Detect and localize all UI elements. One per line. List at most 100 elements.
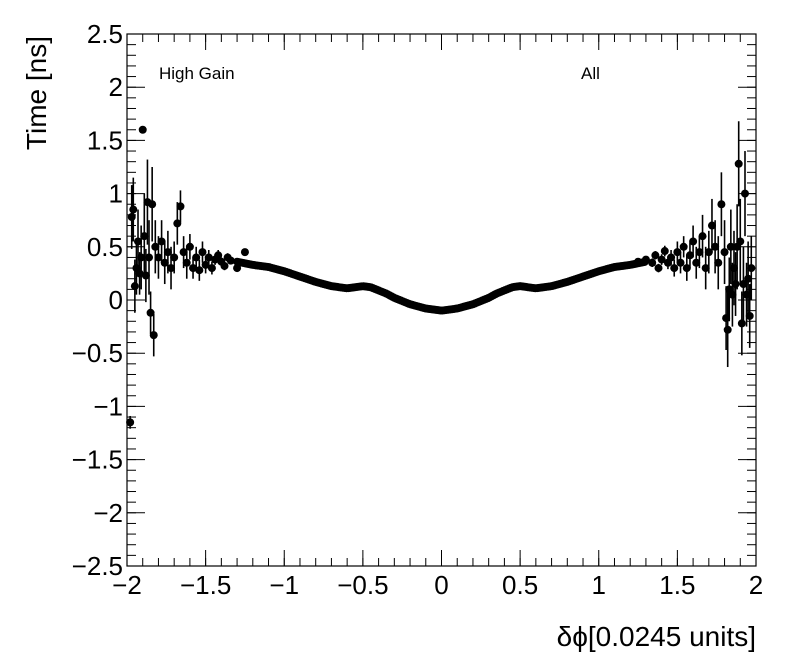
y-tick-label: −1 bbox=[93, 391, 123, 421]
data-point bbox=[731, 280, 740, 289]
data-point bbox=[689, 237, 698, 246]
data-point bbox=[167, 264, 176, 273]
y-tick-label: 1 bbox=[109, 179, 123, 209]
data-point bbox=[240, 248, 249, 257]
data-point bbox=[179, 248, 188, 257]
x-tick-label: −0.5 bbox=[337, 570, 388, 600]
data-point bbox=[651, 251, 660, 260]
data-point bbox=[711, 242, 720, 251]
data-point bbox=[173, 219, 182, 228]
data-point bbox=[648, 258, 657, 267]
data-point bbox=[634, 257, 643, 266]
data-point bbox=[141, 271, 150, 280]
data-point bbox=[149, 331, 158, 340]
x-tick-label: 0 bbox=[434, 570, 448, 600]
data-point bbox=[204, 253, 213, 262]
data-point bbox=[701, 264, 710, 273]
data-point bbox=[682, 264, 691, 273]
data-point bbox=[233, 264, 242, 273]
data-point bbox=[667, 253, 676, 262]
data-point bbox=[726, 242, 735, 251]
data-point bbox=[226, 256, 235, 265]
data-point bbox=[654, 264, 663, 273]
data-point bbox=[704, 248, 713, 257]
plot-frame bbox=[126, 33, 757, 567]
x-tick-label: 0.5 bbox=[502, 570, 538, 600]
data-point bbox=[740, 189, 749, 198]
y-tick-label: 0.5 bbox=[87, 232, 123, 262]
y-tick-label: −0.5 bbox=[72, 338, 123, 368]
data-point bbox=[673, 248, 682, 257]
data-point bbox=[170, 253, 179, 262]
data-point bbox=[744, 274, 753, 283]
data-point bbox=[192, 253, 201, 262]
data-point bbox=[745, 311, 754, 320]
data-point bbox=[151, 242, 160, 251]
x-tick-label: 1 bbox=[592, 570, 606, 600]
x-tick-label: 1.5 bbox=[659, 570, 695, 600]
x-tick-label: −2 bbox=[112, 570, 142, 600]
y-tick-label: 1.5 bbox=[87, 125, 123, 155]
y-tick-label: 0 bbox=[109, 285, 123, 315]
data-point bbox=[739, 280, 748, 289]
data-point bbox=[214, 251, 223, 260]
data-point bbox=[641, 255, 650, 264]
y-tick-label: −2 bbox=[93, 498, 123, 528]
data-markers bbox=[126, 121, 756, 429]
data-point bbox=[130, 282, 139, 291]
axis-ticks bbox=[126, 33, 757, 567]
data-point bbox=[736, 237, 745, 246]
y-tick-label: 2.5 bbox=[87, 19, 123, 49]
y-tick-label: 2 bbox=[109, 72, 123, 102]
data-point bbox=[660, 247, 669, 256]
data-point bbox=[145, 253, 154, 262]
data-point bbox=[146, 308, 155, 317]
data-point bbox=[138, 125, 147, 134]
y-axis-title: Time [ns] bbox=[21, 36, 52, 150]
data-point bbox=[157, 237, 166, 246]
data-point bbox=[734, 159, 743, 168]
data-point bbox=[140, 232, 149, 241]
annotation-all: All bbox=[581, 64, 600, 83]
data-point bbox=[707, 221, 716, 230]
data-point bbox=[148, 200, 157, 209]
data-point bbox=[670, 264, 679, 273]
data-point bbox=[737, 319, 746, 328]
data-point bbox=[220, 261, 229, 270]
data-point bbox=[695, 248, 704, 257]
data-point bbox=[182, 258, 191, 267]
data-point bbox=[160, 258, 169, 267]
data-point bbox=[720, 248, 729, 257]
x-tick-label: −1.5 bbox=[180, 570, 231, 600]
y-tick-label: −2.5 bbox=[72, 551, 123, 581]
data-point bbox=[126, 418, 135, 427]
data-point bbox=[137, 253, 146, 262]
data-point bbox=[679, 242, 688, 251]
data-point bbox=[154, 253, 163, 262]
data-point bbox=[127, 213, 136, 222]
data-point bbox=[185, 242, 194, 251]
data-point bbox=[129, 205, 138, 214]
data-point bbox=[195, 266, 204, 275]
x-tick-label: −1 bbox=[269, 570, 299, 600]
data-point bbox=[207, 264, 216, 273]
data-point bbox=[657, 255, 666, 264]
y-tick-label: −1.5 bbox=[72, 445, 123, 475]
data-point bbox=[692, 258, 701, 267]
data-point bbox=[685, 251, 694, 260]
data-point bbox=[189, 264, 198, 273]
data-point bbox=[723, 325, 732, 334]
data-point bbox=[201, 260, 210, 269]
data-point bbox=[747, 264, 756, 273]
x-axis-title: δϕ[0.0245 units] bbox=[557, 621, 756, 652]
data-point bbox=[698, 232, 707, 241]
data-point bbox=[714, 258, 723, 267]
data-point bbox=[134, 237, 143, 246]
y-tick-labels: −2.5 −2 −1.5 −1 −0.5 0 0.5 1 1.5 2 2.5 bbox=[72, 19, 123, 581]
data-point bbox=[176, 202, 185, 211]
data-point bbox=[717, 200, 726, 209]
data-point bbox=[163, 248, 172, 257]
annotation-high-gain: High Gain bbox=[159, 64, 235, 83]
data-point bbox=[676, 258, 685, 267]
